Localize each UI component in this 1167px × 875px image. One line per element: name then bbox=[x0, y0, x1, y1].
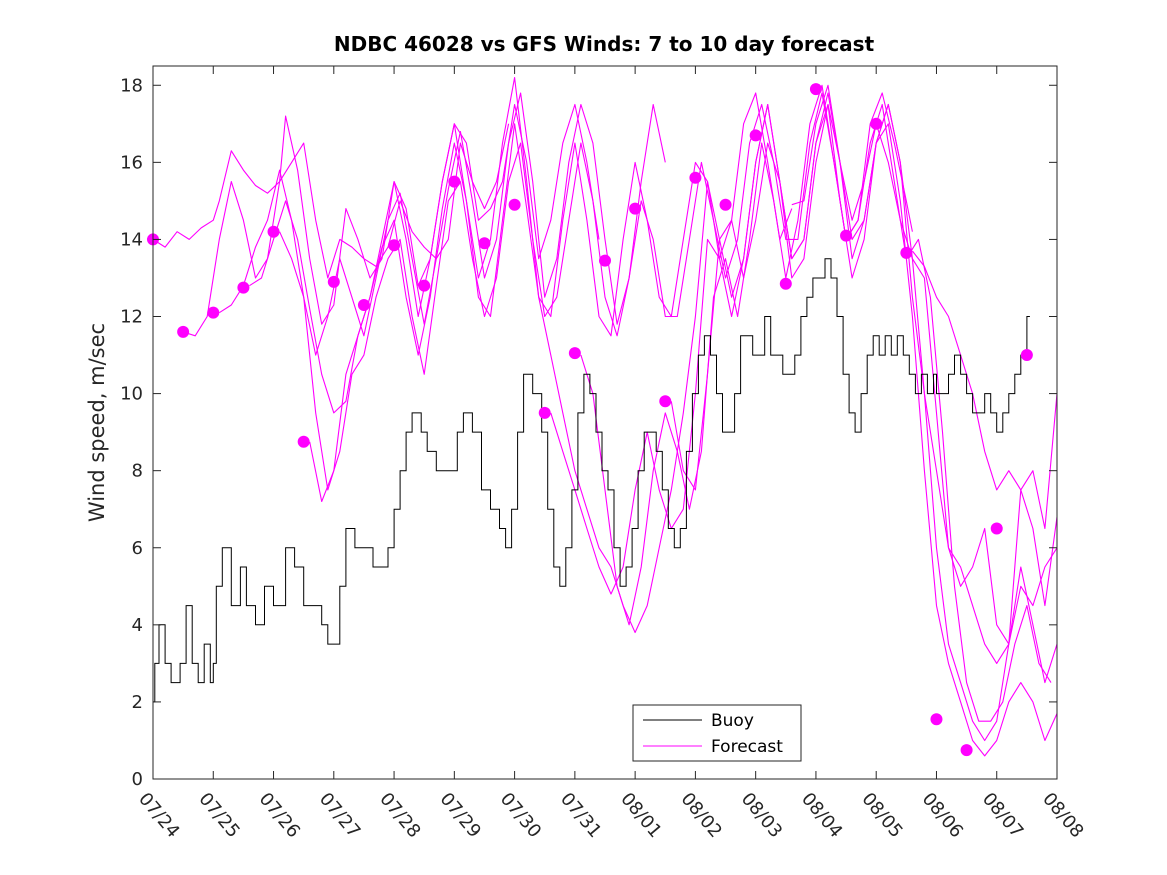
forecast-marker bbox=[297, 435, 310, 448]
forecast-marker bbox=[538, 406, 551, 419]
plot-area bbox=[147, 65, 1058, 780]
y-tick-label: 0 bbox=[132, 769, 143, 790]
forecast-marker bbox=[478, 237, 491, 250]
y-tick-label: 16 bbox=[120, 152, 143, 173]
forecast-marker bbox=[267, 225, 280, 238]
plot-frame bbox=[152, 65, 1058, 780]
forecast-marker bbox=[749, 129, 762, 142]
forecast-marker bbox=[177, 325, 190, 338]
forecast-line bbox=[580, 84, 1052, 722]
y-tick-label: 6 bbox=[132, 538, 143, 559]
forecast-marker bbox=[960, 744, 973, 757]
y-tick-label: 12 bbox=[120, 307, 143, 328]
forecast-marker bbox=[568, 347, 581, 360]
legend-forecast-label: Forecast bbox=[711, 737, 783, 757]
forecast-line bbox=[791, 84, 1058, 684]
buoy-line bbox=[153, 258, 1030, 703]
forecast-marker bbox=[1020, 349, 1033, 362]
forecast-line bbox=[670, 92, 1058, 742]
forecast-marker bbox=[840, 229, 853, 242]
forecast-line bbox=[550, 103, 1058, 757]
forecast-marker bbox=[930, 713, 943, 726]
legend: Buoy Forecast bbox=[632, 704, 802, 762]
forecast-line bbox=[911, 250, 1058, 607]
y-tick-label: 2 bbox=[132, 692, 143, 713]
forecast-markers bbox=[147, 83, 1033, 757]
forecast-line bbox=[279, 92, 913, 491]
forecast-marker bbox=[207, 306, 220, 319]
forecast-line bbox=[309, 77, 1058, 664]
legend-buoy-label: Buoy bbox=[711, 711, 754, 731]
chart-title: NDBC 46028 vs GFS Winds: 7 to 10 day for… bbox=[334, 32, 875, 56]
forecast-marker bbox=[870, 117, 883, 130]
y-axis: 0 2 4 6 8 10 12 14 16 18 bbox=[120, 75, 1057, 790]
y-tick-label: 14 bbox=[120, 229, 143, 250]
forecast-marker bbox=[418, 279, 431, 292]
forecast-marker bbox=[719, 198, 732, 211]
y-axis-label: Wind speed, m/sec bbox=[85, 323, 109, 522]
y-tick-label: 4 bbox=[132, 615, 143, 636]
forecast-marker bbox=[689, 171, 702, 184]
forecast-line bbox=[249, 92, 793, 414]
forecast-marker bbox=[900, 246, 913, 259]
buoy-series bbox=[153, 258, 1030, 703]
y-tick-label: 18 bbox=[120, 75, 143, 96]
y-tick-label: 10 bbox=[120, 384, 143, 405]
plot-background bbox=[153, 66, 1057, 779]
forecast-marker bbox=[448, 175, 461, 188]
forecast-marker bbox=[357, 298, 370, 311]
forecast-marker bbox=[327, 275, 340, 288]
forecast-marker bbox=[659, 395, 672, 408]
forecast-marker bbox=[629, 202, 642, 215]
forecast-marker bbox=[990, 522, 1003, 535]
forecast-marker bbox=[237, 281, 250, 294]
forecast-line bbox=[152, 123, 510, 279]
y-tick-label: 8 bbox=[132, 461, 143, 482]
forecast-marker bbox=[388, 239, 401, 252]
forecast-marker bbox=[599, 254, 611, 267]
forecast-series bbox=[152, 77, 1058, 757]
forecast-marker bbox=[809, 83, 822, 96]
forecast-marker bbox=[779, 277, 792, 290]
forecast-marker bbox=[508, 198, 521, 211]
forecast-line bbox=[219, 92, 666, 356]
legend-box bbox=[632, 704, 802, 762]
